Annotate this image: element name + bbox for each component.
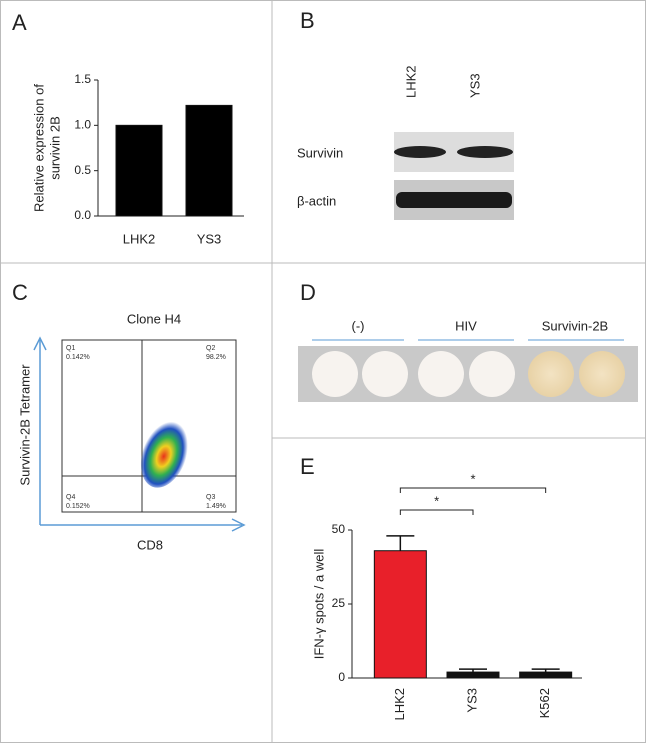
group-label: (-) (352, 318, 365, 333)
quadrant-value: 1.49% (206, 503, 226, 510)
panel-label: A (12, 10, 27, 35)
lane-label: YS3 (467, 73, 482, 98)
y-tick-label: 0 (338, 670, 345, 684)
quadrant-value: 0.142% (66, 354, 90, 361)
quadrant-name: Q2 (206, 345, 215, 352)
significance-label: * (434, 493, 439, 508)
y-tick-label: 50 (332, 522, 346, 536)
x-tick-label: LHK2 (392, 688, 407, 721)
bar (446, 671, 500, 679)
bar (115, 124, 163, 217)
x-tick-label: K562 (537, 688, 552, 718)
blot-band (396, 192, 512, 208)
flow-title: Clone H4 (127, 311, 181, 326)
y-tick-label: 1.0 (74, 118, 91, 132)
plot-frame (61, 339, 237, 513)
y-tick-label: 0.0 (74, 208, 91, 222)
lane-label: LHK2 (403, 65, 418, 98)
group-label: HIV (455, 318, 477, 333)
panel-label: C (12, 280, 28, 305)
group-label: Survivin-2B (542, 318, 608, 333)
x-tick-label: LHK2 (123, 231, 156, 246)
error-bar (531, 668, 560, 673)
significance-bracket (399, 509, 474, 515)
y-tick-label: 0.5 (74, 163, 91, 177)
well (418, 351, 464, 397)
well (528, 351, 574, 397)
quadrant-value: 0.152% (66, 503, 90, 510)
panel-label: B (300, 8, 315, 33)
error-bar (386, 535, 415, 551)
significance-bracket (399, 487, 547, 493)
arrow (231, 518, 246, 532)
bar (373, 550, 427, 679)
quadrant-name: Q3 (206, 494, 215, 501)
y-axis-label: IFN-γ spots / a well (311, 549, 326, 660)
density (140, 418, 190, 488)
panel-label: D (300, 280, 316, 305)
significance-label: * (470, 471, 475, 486)
y-tick-label: 1.5 (74, 72, 91, 86)
well (362, 351, 408, 397)
row-label: β-actin (297, 193, 336, 208)
y-axis-label: survivin 2B (47, 116, 62, 180)
panel-label: E (300, 454, 315, 479)
quadrant-name: Q4 (66, 494, 75, 501)
well (312, 351, 358, 397)
y-axis-label: Survivin-2B Tetramer (17, 364, 32, 486)
well (469, 351, 515, 397)
bar (519, 671, 573, 679)
y-axis-label: Relative expression of (31, 84, 46, 212)
y-tick-label: 25 (332, 596, 346, 610)
error-bar (459, 668, 487, 673)
x-tick-label: YS3 (197, 231, 222, 246)
well (579, 351, 625, 397)
x-axis-label: CD8 (137, 537, 163, 552)
blot-band (394, 146, 446, 158)
row-label: Survivin (297, 145, 343, 160)
quadrant-name: Q1 (66, 345, 75, 352)
arrow (33, 336, 47, 351)
bar (185, 104, 233, 217)
blot-band (457, 146, 513, 158)
quadrant-value: 98.2% (206, 354, 226, 361)
x-tick-label: YS3 (464, 688, 479, 713)
